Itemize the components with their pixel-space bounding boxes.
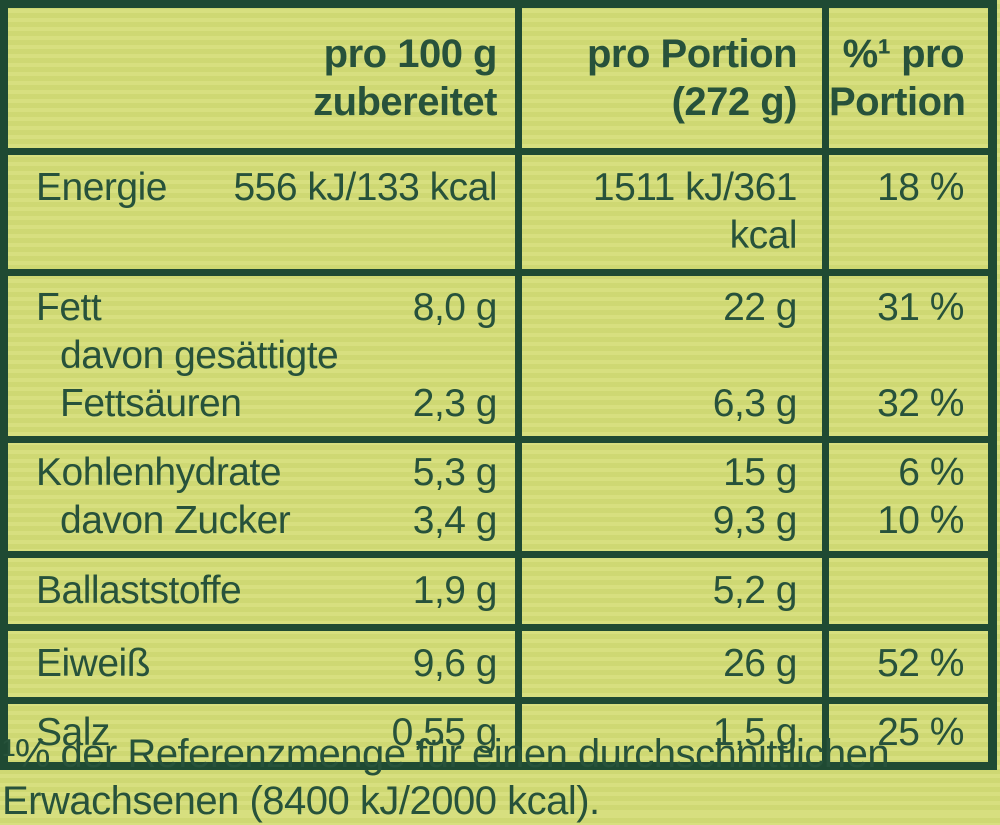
value-per-100g: 9,6 g [412,642,498,685]
nutrient-sublabel: davon Zucker [60,499,291,542]
footnote-line2: Erwachsenen (8400 kJ/2000 kcal). [2,779,600,823]
value-per-portion: 26 g [723,642,797,685]
value-per-100g: 3,4 g [412,499,498,542]
row-eiweiss: Eiweiß 9,6 g 26 g 52 % [8,624,988,697]
nutrient-label: Eiweiß [36,642,151,685]
row-fett: Fett 8,0 g davon gesättigte Fettsäuren 2… [8,269,988,436]
nutrient-label: Salz [36,711,110,754]
table-header-row: pro 100 g zubereitet pro Portion (272 g)… [8,8,988,148]
row-salz: Salz 0,55 g 1,5 g 25 % [8,697,988,762]
value-per-portion: 15 g [723,451,797,494]
nutrient-sublabel: davon gesättigte [60,334,339,377]
value-per-100g: 556 kJ/133 kcal [233,166,497,209]
value-percent: 25 % [877,711,964,754]
value-per-100g: 2,3 g [412,382,498,425]
value-per-100g: 8,0 g [412,286,498,329]
value-per-portion: 9,3 g [712,499,798,542]
value-per-portion: 5,2 g [712,569,798,612]
header-per-100g-line2: zubereitet [313,80,497,124]
value-percent: 31 % [877,286,964,329]
nutrient-label: Kohlenhydrate [36,451,282,494]
header-percent-line2: Portion [829,80,966,124]
value-percent: 18 % [877,166,964,209]
value-percent [829,567,964,615]
header-percent-portion: %¹ pro Portion [822,8,988,148]
value-per-100g: 0,55 g [391,711,498,754]
value-per-portion: 22 g [723,286,797,329]
footnote-line1: ¹% der Referenzmenge für einen durchschn… [2,732,890,776]
nutrient-label: Ballaststoffe [36,569,242,612]
value-per-100g: 1,9 g [412,569,498,612]
row-ballaststoffe: Ballaststoffe 1,9 g 5,2 g [8,551,988,624]
header-per-portion-line2: (272 g) [671,80,798,124]
value-percent: 52 % [877,642,964,685]
value-per-portion: 6,3 g [712,382,798,425]
header-per-100g-line1: pro 100 g [323,32,498,76]
value-per-portion: 1511 kJ/361 kcal [592,166,798,257]
header-per-portion-line1: pro Portion [586,32,798,76]
nutrient-label: Energie [36,166,167,209]
value-per-portion: 1,5 g [712,711,798,754]
value-percent: 32 % [877,382,964,425]
header-percent-line1: %¹ pro [842,32,965,76]
row-kohlenhydrate: Kohlenhydrate 5,3 g davon Zucker 3,4 g 1… [8,436,988,551]
reference-footnote: ¹% der Referenzmenge für einen durchschn… [2,731,992,825]
nutrient-sublabel: Fettsäuren [60,382,242,425]
header-per-portion: pro Portion (272 g) [515,8,822,148]
header-per-100g: pro 100 g zubereitet [8,8,515,148]
value-percent: 10 % [877,499,964,542]
nutrition-table: pro 100 g zubereitet pro Portion (272 g)… [0,0,997,770]
nutrient-label: Fett [36,286,102,329]
row-energie: Energie 556 kJ/133 kcal 1511 kJ/361 kcal… [8,148,988,269]
value-per-100g: 5,3 g [412,451,498,494]
value-percent: 6 % [898,451,964,494]
